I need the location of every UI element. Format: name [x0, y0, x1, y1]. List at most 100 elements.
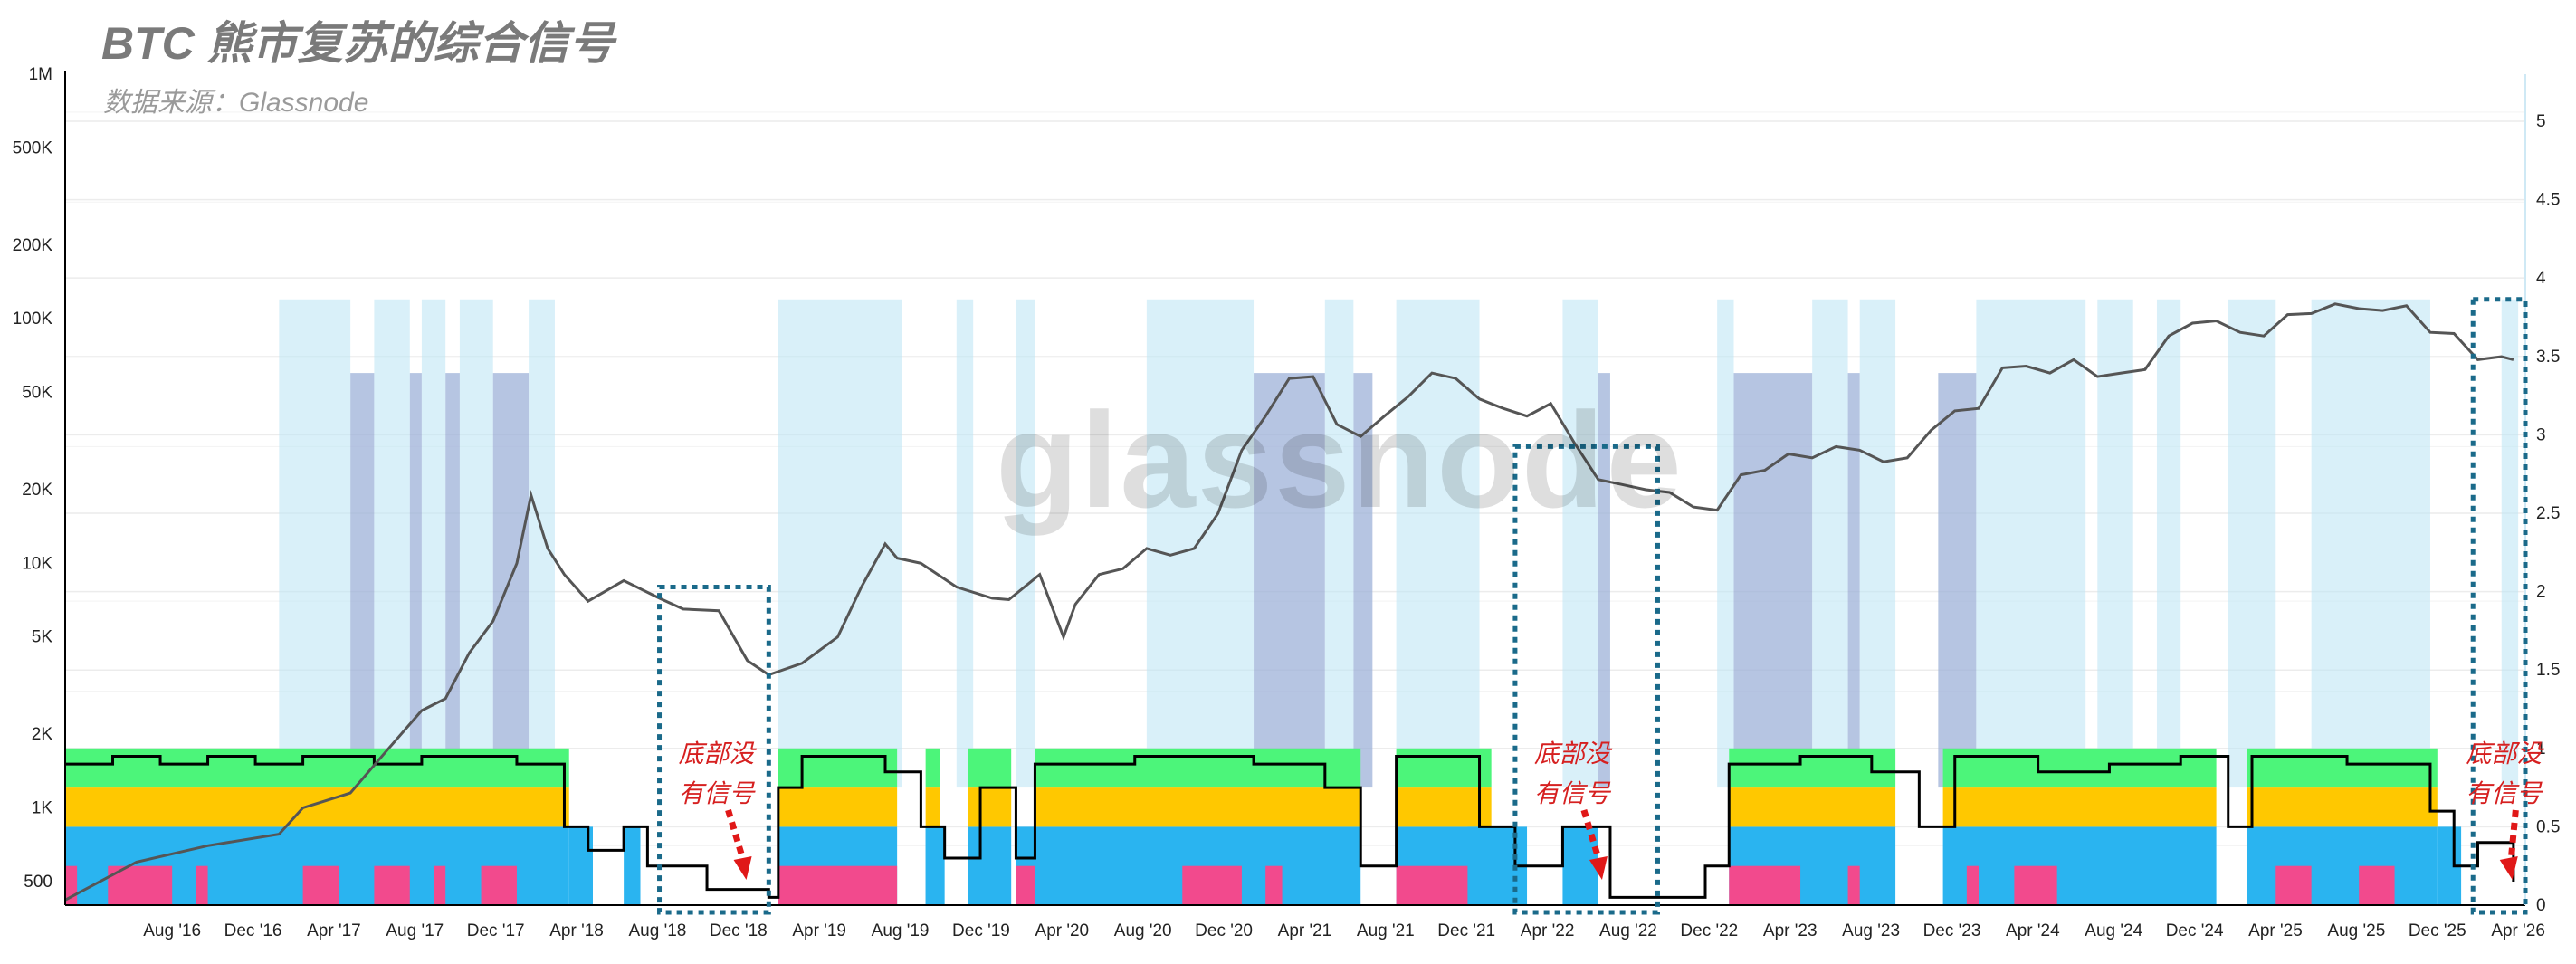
x-tick-label: Apr '20	[1035, 921, 1090, 940]
x-tick-label: Apr '17	[307, 921, 361, 940]
signal-band-blue	[624, 826, 641, 905]
annotation-arrowhead	[733, 856, 752, 880]
x-tick-label: Dec '16	[224, 921, 282, 940]
y-left-tick-label: 1M	[29, 65, 52, 84]
annotation-arrowhead	[1589, 856, 1608, 880]
annotation-arrow	[725, 808, 748, 866]
indicator-band-light	[459, 299, 493, 788]
annotation-line2: 有信号	[1534, 779, 1612, 807]
x-tick-label: Dec '18	[710, 921, 768, 940]
signal-band	[1035, 748, 1361, 788]
composite-signal-line	[65, 754, 2515, 899]
x-tick-label: Dec '24	[2166, 921, 2224, 940]
y-right-tick-label: 1	[2536, 740, 2546, 759]
y-left-tick-label: 500K	[13, 138, 53, 157]
indicator-band-strong	[1254, 373, 1325, 788]
signal-band	[1035, 787, 1361, 827]
indicator-band-light	[374, 299, 410, 788]
annotation-line2: 有信号	[679, 779, 757, 807]
indicator-band-light	[1016, 299, 1035, 788]
y-right-tick-label: 0.5	[2536, 817, 2560, 836]
x-tick-label: Dec '21	[1437, 921, 1495, 940]
x-tick-label: Apr '18	[549, 921, 604, 940]
x-tick-label: Aug '17	[386, 921, 444, 940]
indicator-band-strong	[409, 373, 422, 788]
annotation-arrow	[2507, 809, 2519, 865]
y-right-tick-label: 5	[2536, 112, 2546, 131]
signal-band	[2247, 826, 2438, 905]
y-left-tick-label: 200K	[13, 236, 53, 255]
x-tick-label: Dec '19	[952, 921, 1010, 940]
y-left-tick-label: 50K	[22, 383, 52, 402]
indicator-band-light	[279, 299, 351, 788]
indicator-band-light	[2311, 299, 2430, 788]
signal-band-pink	[196, 865, 208, 905]
signal-band	[2247, 748, 2438, 788]
signal-band	[1942, 748, 2217, 788]
chart-title: BTC 熊市复苏的综合信号	[101, 18, 618, 69]
x-tick-label: Aug '21	[1357, 921, 1415, 940]
y-right-tick-label: 3.5	[2536, 348, 2560, 367]
y-right-tick-label: 4.5	[2536, 191, 2560, 210]
annotation-line1: 底部没	[1534, 740, 1613, 768]
annotation-arrow	[1580, 808, 1604, 866]
y-left-tick-label: 2K	[32, 725, 53, 744]
indicator-band-light	[529, 299, 555, 788]
x-tick-label: Dec '20	[1195, 921, 1253, 940]
signal-band-pink	[374, 865, 410, 905]
indicator-band-light	[1146, 299, 1255, 788]
signal-band	[65, 787, 569, 827]
x-tick-label: Dec '22	[1680, 921, 1738, 940]
signal-band-blue	[925, 826, 945, 905]
x-tick-label: Aug '24	[2085, 921, 2142, 940]
indicator-band-strong	[1733, 373, 1813, 788]
signal-band-pink	[2359, 865, 2395, 905]
signal-band-pink	[1729, 865, 1801, 905]
indicator-band-strong	[445, 373, 460, 788]
indicator-band-light	[1976, 299, 2086, 788]
x-tick-label: Dec '25	[2409, 921, 2466, 940]
annotation-line2: 有信号	[2466, 779, 2543, 807]
indicator-band-light	[2501, 299, 2519, 788]
indicator-band-light	[1562, 299, 1598, 788]
y-right-tick-label: 1.5	[2536, 661, 2560, 680]
signal-band	[968, 748, 1012, 788]
x-tick-label: Aug '19	[872, 921, 930, 940]
x-tick-label: Aug '22	[1599, 921, 1657, 940]
indicator-band-strong	[1938, 373, 1977, 788]
indicator-band-light	[2156, 299, 2181, 788]
indicator-band-light	[2228, 299, 2276, 788]
highlight-box	[2470, 297, 2528, 915]
chart-subtitle: 数据来源：Glassnode	[103, 88, 368, 118]
x-tick-label: Apr '25	[2248, 921, 2303, 940]
signal-band-pink	[1847, 865, 1860, 905]
y-right-tick-label: 4	[2536, 269, 2546, 288]
y-left-tick-label: 10K	[22, 554, 52, 573]
indicator-band-light	[1396, 299, 1480, 788]
x-tick-label: Aug '23	[1842, 921, 1900, 940]
x-tick-label: Apr '22	[1521, 921, 1575, 940]
y-right-tick-label: 2.5	[2536, 504, 2560, 523]
indicator-band-light	[2097, 299, 2133, 788]
signal-band	[778, 787, 898, 827]
signal-band-pink	[778, 865, 898, 905]
signal-band-pink	[1016, 865, 1035, 905]
x-tick-label: Dec '23	[1923, 921, 1981, 940]
signal-band-pink	[1182, 865, 1242, 905]
highlight-box	[657, 585, 771, 915]
signal-band	[1729, 787, 1896, 827]
y-right-tick-label: 0	[2536, 896, 2546, 915]
signal-band-pink	[302, 865, 339, 905]
x-tick-label: Apr '21	[1278, 921, 1332, 940]
x-tick-label: Dec '17	[467, 921, 525, 940]
indicator-band-strong	[1353, 373, 1373, 788]
signal-band	[1396, 787, 1492, 827]
x-tick-label: Aug '16	[143, 921, 201, 940]
x-tick-label: Apr '19	[792, 921, 846, 940]
indicator-band-strong	[1598, 373, 1610, 788]
signal-band-pink	[1966, 865, 1979, 905]
x-tick-label: Aug '25	[2327, 921, 2385, 940]
signal-band	[2247, 787, 2438, 827]
